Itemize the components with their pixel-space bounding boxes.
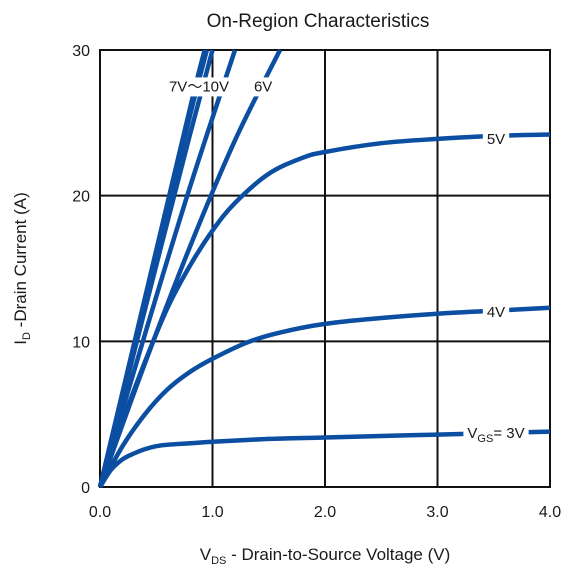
curves: [97, 48, 551, 489]
grid: [99, 49, 551, 488]
curve-4v: [98, 305, 551, 489]
curve-label-prefix-sub: GS: [477, 433, 493, 445]
chart-title: On-Region Characteristics: [207, 11, 430, 32]
curve-label: VGS= 3V: [467, 425, 524, 445]
y-tick-label: 0: [81, 480, 90, 497]
curve-label-background: [463, 424, 529, 447]
curve-label-prefix: V: [467, 425, 477, 442]
curve-label-text: 3V: [506, 425, 524, 442]
curve-label-background: [482, 129, 510, 149]
x-tick-label: 1.0: [201, 504, 223, 521]
y-tick-label: 20: [72, 189, 90, 206]
curve-label: 4V: [487, 304, 505, 321]
x-tick-label: 2.0: [314, 504, 336, 521]
curve-label-background: [249, 77, 277, 97]
x-axis-label: VDS - Drain-to-Source Voltage (V): [200, 545, 451, 567]
curve-label: 6V: [254, 78, 272, 95]
curve-7v: [97, 49, 238, 488]
curve-label-background: [164, 77, 234, 97]
curve-vgs-3v: [98, 429, 551, 489]
curve-label-prefix-rest: =: [493, 425, 506, 442]
y-tick-label: 10: [72, 334, 90, 351]
curve-6v: [97, 48, 283, 488]
curve-label: 7V～10V: [169, 78, 229, 95]
curve-label-background: [482, 303, 510, 323]
y-tick-label: 30: [72, 43, 90, 60]
x-tick-label: 4.0: [539, 504, 561, 521]
curve-label: 5V: [487, 131, 505, 148]
x-tick-label: 3.0: [426, 504, 448, 521]
tick-labels: 0.0 1.0 2.0 3.0 4.0 0 10 20 30: [72, 43, 561, 521]
x-tick-label: 0.0: [89, 504, 111, 521]
y-axis-label: ID -Drain Current (A): [11, 192, 33, 345]
axis-labels: VDS - Drain-to-Source Voltage (V) ID -Dra…: [11, 192, 450, 567]
curve-labels: 7V～10V 6V 5V 4V VGS= 3V: [164, 77, 529, 447]
